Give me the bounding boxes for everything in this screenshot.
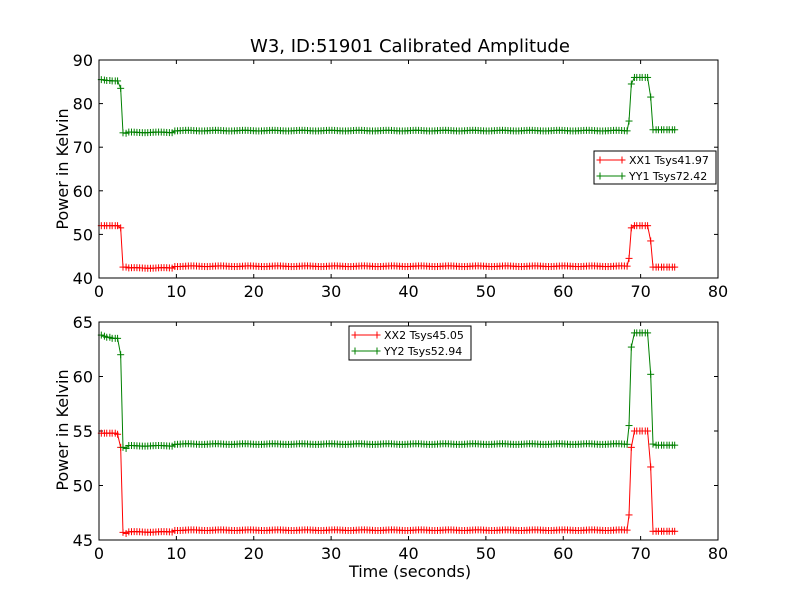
- bottom-y-ticks: 45 50 55 60 65: [73, 313, 718, 550]
- x-tick-label: 50: [476, 544, 496, 563]
- legend-box: [348, 325, 472, 361]
- x-tick-label: 80: [708, 282, 728, 301]
- bottom-legend: XX2 Tsys45.05 YY2 Tsys52.94: [348, 325, 472, 361]
- series-markers: [97, 222, 679, 272]
- top-y-ticks: 40 50 60 70 80 90: [73, 51, 718, 288]
- y-tick-label: 50: [73, 225, 93, 244]
- top-y-axis-label: Power in Kelvin: [53, 108, 72, 229]
- legend-label: YY2 Tsys52.94: [383, 345, 462, 358]
- x-tick-label: 20: [244, 544, 264, 563]
- legend-label: YY1 Tsys72.42: [628, 170, 707, 183]
- top-series-layer: [97, 73, 679, 272]
- series-markers: [97, 73, 679, 137]
- x-tick-label: 60: [553, 282, 573, 301]
- bottom-plot-panel: Power in Kelvin Time (seconds) 0 10 20 30 40…: [53, 313, 728, 581]
- y-tick-label: 60: [73, 368, 93, 387]
- y-tick-label: 80: [73, 95, 93, 114]
- series-markers: [97, 329, 679, 452]
- x-tick-label: 30: [321, 544, 341, 563]
- x-tick-label: 30: [321, 282, 341, 301]
- x-tick-label: 70: [630, 282, 650, 301]
- legend-label: XX1 Tsys41.97: [629, 154, 709, 167]
- y-tick-label: 45: [73, 531, 93, 550]
- y-tick-label: 70: [73, 138, 93, 157]
- y-tick-label: 90: [73, 51, 93, 70]
- bottom-series-layer: [97, 329, 679, 537]
- x-tick-label: 40: [398, 544, 418, 563]
- top-legend: XX1 Tsys41.97 YY1 Tsys72.42: [593, 150, 717, 185]
- bottom-y-axis-label: Power in Kelvin: [53, 369, 72, 490]
- x-tick-label: 80: [708, 544, 728, 563]
- x-tick-label: 10: [166, 282, 186, 301]
- top-plot-panel: Power in Kelvin 0 10 20 30 40 50 60 70 80 40 50 60…: [53, 51, 728, 301]
- x-tick-label: 20: [244, 282, 264, 301]
- x-tick-label: 0: [94, 282, 104, 301]
- y-tick-label: 40: [73, 269, 93, 288]
- series-markers: [97, 427, 679, 537]
- x-tick-label: 40: [398, 282, 418, 301]
- y-tick-label: 55: [73, 422, 93, 441]
- legend-box: [593, 150, 717, 185]
- top-plot-frame: [98, 59, 719, 279]
- x-tick-label: 50: [476, 282, 496, 301]
- y-tick-label: 65: [73, 313, 93, 332]
- y-tick-label: 60: [73, 182, 93, 201]
- bottom-x-ticks: 0 10 20 30 40 50 60 70 80: [94, 322, 728, 563]
- top-x-ticks: 0 10 20 30 40 50 60 70 80: [94, 60, 728, 301]
- x-tick-label: 0: [94, 544, 104, 563]
- bottom-x-axis-label: Time (seconds): [348, 562, 471, 581]
- y-tick-label: 50: [73, 477, 93, 496]
- x-tick-label: 60: [553, 544, 573, 563]
- legend-label: XX2 Tsys45.05: [384, 329, 464, 342]
- x-tick-label: 10: [166, 544, 186, 563]
- chart-title: W3, ID:51901 Calibrated Amplitude: [250, 36, 570, 57]
- bottom-plot-frame: [98, 321, 719, 541]
- x-tick-label: 70: [630, 544, 650, 563]
